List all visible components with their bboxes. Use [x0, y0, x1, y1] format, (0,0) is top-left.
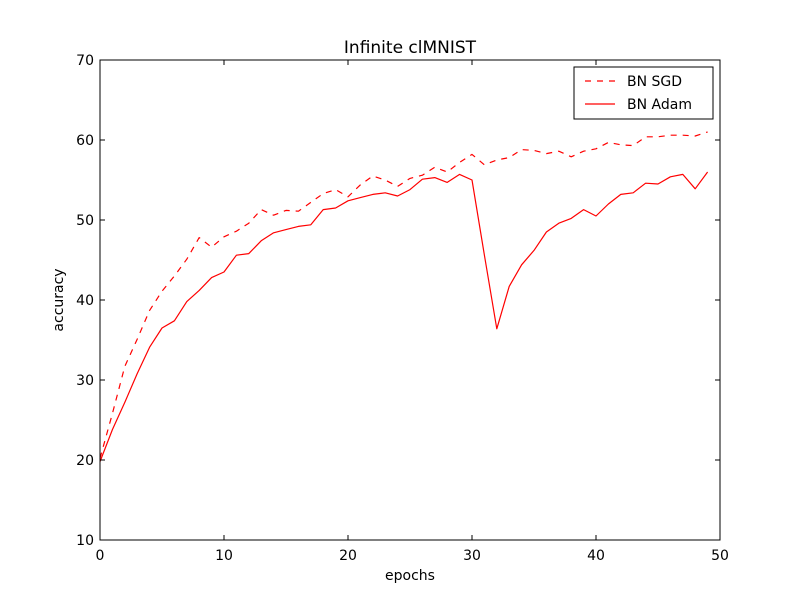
- series-layer: [99, 131, 709, 462]
- legend: BN SGD BN Adam: [573, 66, 714, 120]
- x-tick-label: 30: [463, 548, 481, 564]
- y-tick-label: 70: [76, 53, 94, 69]
- x-tick-label: 20: [339, 548, 357, 564]
- x-axis-label: epochs: [385, 568, 435, 584]
- legend-box: [573, 66, 714, 120]
- x-tick-label: 0: [96, 548, 105, 564]
- x-tick-label: 10: [215, 548, 233, 564]
- x-tick-label: 50: [711, 548, 729, 564]
- y-tick-label: 10: [76, 533, 94, 549]
- y-tick-label: 30: [76, 373, 94, 389]
- y-tick-label: 60: [76, 133, 94, 149]
- y-tick-label: 50: [76, 213, 94, 229]
- chart-title: Infinite clMNIST: [344, 38, 477, 58]
- legend-label-bn-sgd: BN SGD: [627, 74, 682, 90]
- series-line-bn-adam: [99, 171, 709, 462]
- y-tick-label: 40: [76, 293, 94, 309]
- y-tick-label: 20: [76, 453, 94, 469]
- x-tick-label: 40: [587, 548, 605, 564]
- legend-label-bn-adam: BN Adam: [627, 97, 692, 113]
- y-axis-label: accuracy: [51, 268, 67, 331]
- series-line-bn-sgd: [99, 131, 708, 459]
